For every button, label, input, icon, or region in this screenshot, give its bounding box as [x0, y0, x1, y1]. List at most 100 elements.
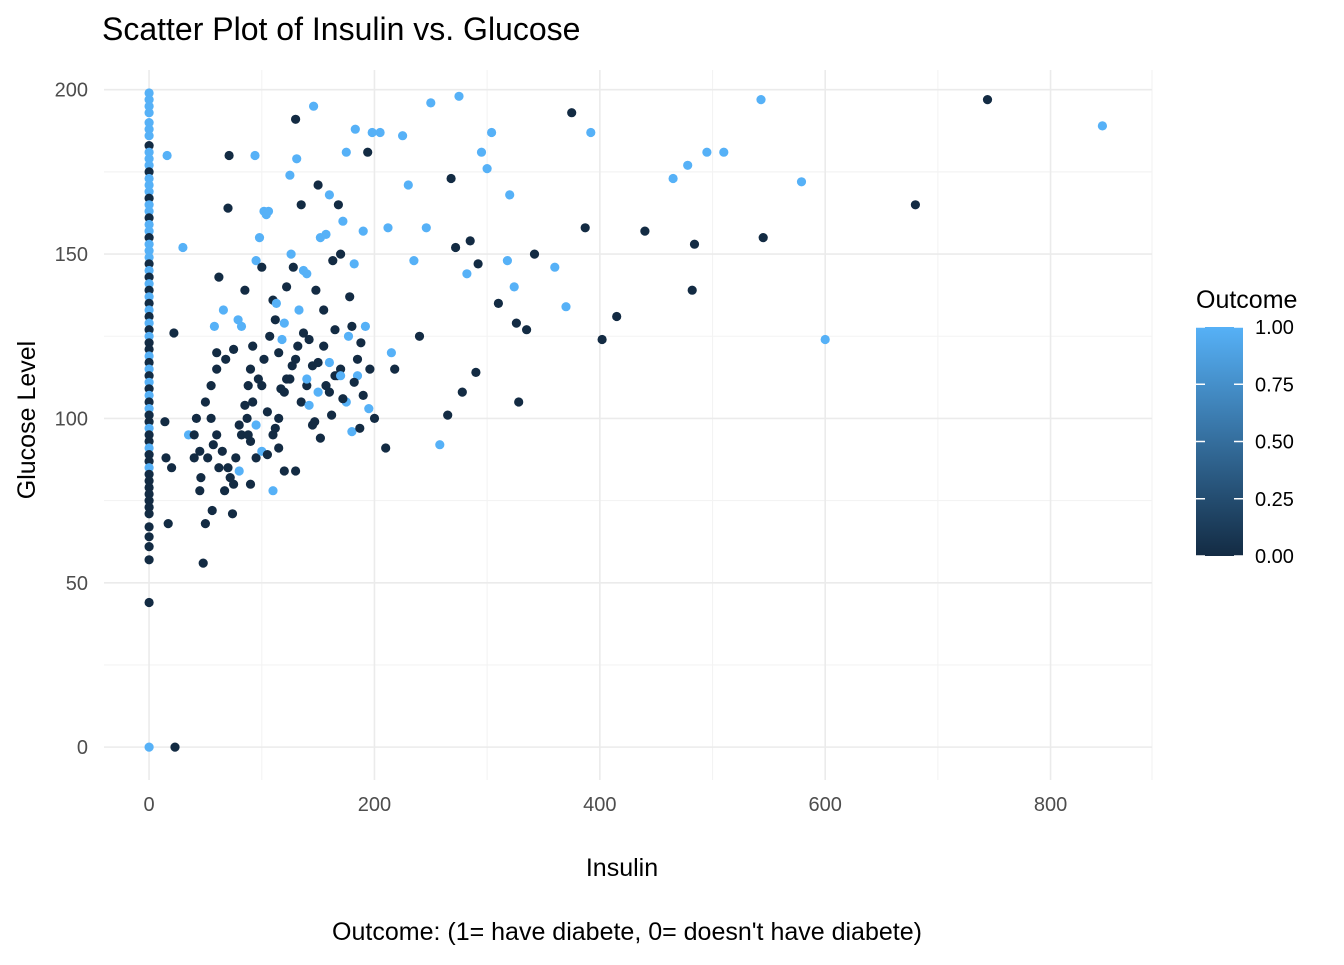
data-point: [612, 311, 622, 322]
data-point: [214, 463, 224, 473]
data-point: [287, 361, 297, 371]
data-point: [144, 167, 154, 177]
data-point: [356, 338, 366, 348]
data-point: [352, 354, 363, 364]
data-point: [144, 118, 154, 128]
data-point: [200, 397, 210, 407]
data-point: [336, 249, 346, 259]
data-point: [212, 364, 222, 374]
data-point: [702, 147, 712, 157]
data-point: [144, 430, 154, 440]
data-point: [796, 177, 807, 187]
data-point: [144, 404, 154, 414]
data-point: [167, 463, 177, 473]
data-point: [144, 423, 154, 433]
data-point: [217, 446, 227, 456]
chart-caption: Outcome: (1= have diabete, 0= doesn't ha…: [332, 918, 922, 946]
data-point: [245, 479, 256, 489]
data-point: [274, 443, 284, 453]
data-point: [144, 496, 154, 506]
x-tick-label: 200: [358, 794, 391, 816]
data-point: [144, 410, 154, 420]
legend: Outcome 0.00 0.25 0.50 0.75 1.00: [1196, 286, 1297, 568]
data-point: [144, 124, 154, 134]
data-point: [245, 364, 256, 374]
data-point: [355, 423, 365, 433]
data-point: [189, 430, 199, 440]
data-point: [443, 410, 453, 420]
data-point: [144, 351, 154, 361]
data-point: [144, 542, 154, 552]
data-point: [347, 321, 357, 331]
data-point: [144, 206, 154, 216]
data-point: [223, 463, 233, 473]
data-point: [321, 381, 331, 391]
data-point: [279, 466, 289, 476]
data-point: [250, 150, 260, 161]
data-point: [298, 328, 309, 338]
data-point: [144, 463, 154, 473]
data-point: [243, 381, 253, 391]
legend-title: Outcome: [1196, 286, 1297, 314]
data-point: [304, 400, 314, 410]
data-point: [291, 114, 301, 124]
data-point: [144, 371, 154, 381]
data-point: [253, 374, 263, 384]
data-point: [144, 246, 154, 256]
data-point: [144, 331, 154, 341]
data-point: [336, 371, 346, 381]
data-point: [505, 190, 515, 200]
data-point: [756, 95, 766, 105]
data-point: [482, 164, 492, 174]
data-point: [248, 397, 258, 407]
data-point: [311, 285, 321, 295]
data-point: [502, 256, 512, 266]
data-point: [403, 180, 413, 190]
data-point: [218, 305, 228, 315]
data-point: [435, 440, 445, 450]
data-point: [341, 147, 351, 157]
data-point: [302, 374, 312, 384]
data-point: [910, 200, 921, 210]
data-point: [719, 147, 729, 157]
x-axis-ticks: 0 200 400 600 800: [144, 794, 1068, 816]
data-point: [144, 147, 154, 157]
data-point: [358, 390, 368, 400]
data-point: [144, 160, 154, 170]
data-point: [224, 150, 234, 161]
y-axis-title: Glucose Level: [13, 341, 41, 499]
data-point: [265, 331, 275, 341]
data-point: [409, 256, 419, 266]
data-point: [324, 357, 334, 368]
data-point: [279, 318, 289, 328]
data-point: [144, 338, 154, 348]
data-point: [550, 262, 560, 272]
data-point: [163, 519, 173, 529]
y-tick-label: 150: [55, 244, 88, 266]
data-point: [240, 400, 250, 410]
data-point: [367, 127, 377, 138]
data-point: [160, 417, 170, 427]
data-point: [668, 173, 678, 184]
y-tick-label: 0: [77, 737, 88, 759]
data-point: [282, 374, 292, 384]
data-point: [144, 279, 154, 289]
data-point: [375, 127, 385, 138]
data-point: [144, 305, 154, 315]
data-point: [144, 219, 154, 230]
data-point: [196, 473, 206, 483]
data-point: [144, 364, 154, 374]
data-point: [304, 334, 314, 345]
data-point: [236, 430, 247, 440]
x-tick-label: 400: [583, 794, 616, 816]
data-point: [144, 213, 154, 223]
data-point: [286, 249, 296, 259]
data-point: [195, 486, 205, 496]
data-point: [144, 532, 154, 542]
data-point: [687, 285, 697, 295]
data-point: [144, 233, 154, 243]
data-point: [580, 223, 590, 233]
data-point: [262, 450, 272, 460]
y-axis-ticks: 0 50 100 150 200: [55, 80, 88, 759]
